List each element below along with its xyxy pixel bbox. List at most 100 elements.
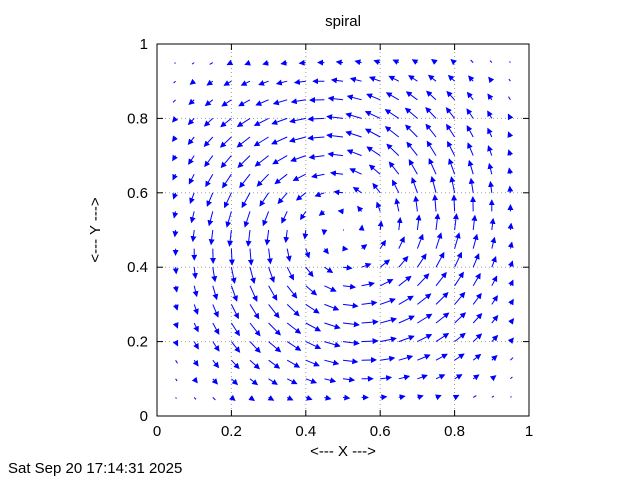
vector-arrow [426,140,437,156]
vector-arrow [507,113,514,121]
vector-arrow [208,229,215,246]
vector-arrow [206,192,214,207]
vector-arrow [268,322,281,336]
vector-arrow [379,239,386,249]
vector-arrow [321,229,328,236]
vector-arrow [432,194,439,212]
vector-arrow [290,155,306,162]
vector-arrow [435,232,443,249]
vector-arrow [245,229,252,247]
vector-arrow [268,341,282,353]
vector-arrow [342,264,353,271]
vector-arrow [352,187,362,194]
vector-arrow [385,92,400,101]
vector-arrow [324,394,332,401]
vector-arrow [175,397,177,399]
vector-arrow [191,376,198,384]
vector-arrow [445,107,455,119]
vector-arrow [361,262,372,269]
vector-arrow [386,143,400,156]
vector-arrow [380,355,396,362]
vector-arrow [510,396,512,398]
vector-arrow [189,192,195,205]
vector-arrow [212,322,220,335]
vector-arrow [373,59,381,66]
vector-arrow [491,355,498,362]
vector-arrow [487,127,493,138]
vector-arrow [172,339,179,347]
vector-arrow [212,304,219,318]
vector-arrow [487,110,493,119]
vector-arrow [392,59,400,65]
vector-arrow [491,395,495,398]
vector-arrow [454,332,466,342]
vector-arrow [396,216,403,231]
vector-arrow [392,179,400,194]
vector-arrow [508,279,514,287]
vector-arrow [507,337,514,344]
vector-arrow [271,117,288,125]
vector-arrow [172,267,179,275]
vector-arrow [427,74,437,82]
vector-arrow [361,338,379,345]
vector-arrow [249,322,261,337]
vector-arrow [398,236,405,249]
x-tick-label: 0.6 [370,423,391,440]
vector-arrow [222,173,232,189]
vector-arrow [425,123,437,138]
vector-arrow [211,267,218,283]
vector-arrow [417,334,433,343]
vector-arrow [330,77,344,84]
vector-arrow [256,173,269,187]
vector-arrow [221,99,232,107]
vector-arrow [405,91,418,101]
vector-arrow [228,248,235,266]
vector-arrow [327,151,344,158]
vector-arrow [357,205,364,213]
vector-arrow [286,395,294,401]
vector-arrow [253,136,269,147]
vector-arrow [249,359,260,370]
vector-arrow [411,177,418,193]
vector-arrow [467,142,474,156]
vector-arrow [188,155,195,165]
vector-arrow [426,90,437,101]
vector-arrow [326,114,344,121]
vector-arrow [342,376,356,383]
vector-arrow [254,155,269,167]
vector-arrow [249,285,258,302]
vector-arrow [472,292,482,305]
vector-arrow [345,130,362,138]
vector-arrow [361,281,375,288]
vector-arrow [507,260,514,268]
vector-arrow [305,266,314,278]
vector-arrow [417,293,432,305]
vector-arrow [293,78,306,85]
vector-arrow [450,59,457,66]
vector-arrow [491,295,498,305]
vector-arrow [203,118,214,127]
vector-arrow [346,94,362,101]
vector-arrow [417,313,433,324]
y-tick-label: 1 [140,36,148,53]
vector-arrow [510,376,513,380]
vector-arrow [231,378,239,386]
vector-arrow [227,229,234,247]
vector-arrow [318,209,326,216]
x-tick-label: 0.2 [221,423,242,440]
vector-arrow [335,59,344,66]
vector-arrow [189,78,197,85]
vector-arrow [454,291,466,305]
vector-arrow [384,109,400,119]
vector-arrow [295,192,307,201]
vector-arrow [472,395,477,398]
vector-arrow [193,397,197,400]
vector-arrow [249,267,256,285]
x-axis-label: <--- X ---> [310,443,376,460]
vector-arrow [244,59,251,66]
y-tick-label: 0 [140,408,148,425]
vector-arrow [172,304,179,311]
vector-arrow [435,271,447,287]
vector-arrow [507,185,514,193]
